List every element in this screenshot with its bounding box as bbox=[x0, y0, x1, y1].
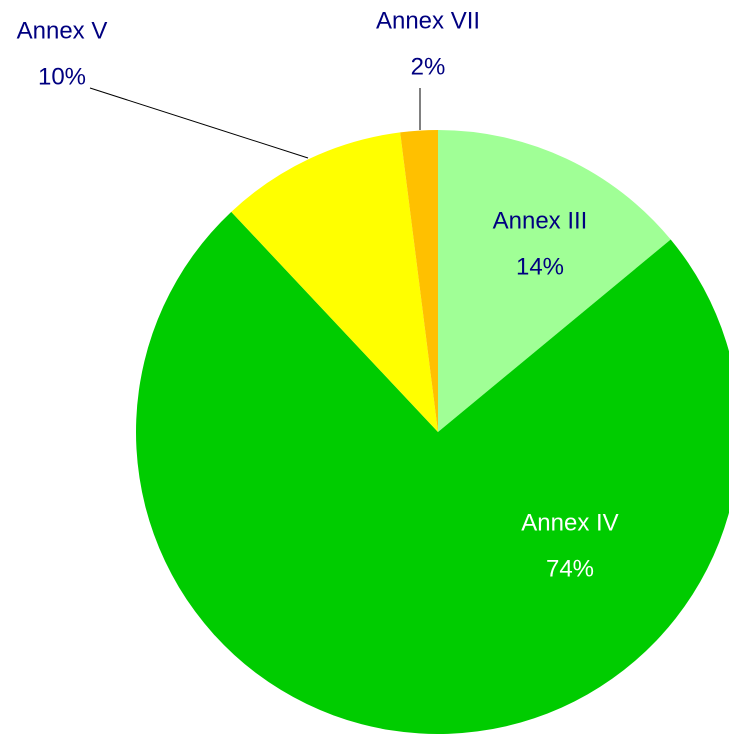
pie-slice bbox=[438, 130, 671, 432]
slice-value-label: 74% bbox=[546, 555, 594, 582]
slice-label: Annex VII bbox=[376, 7, 480, 34]
pie-slice bbox=[136, 211, 729, 734]
slice-value-label: 10% bbox=[38, 63, 86, 90]
slice-label: Annex V bbox=[17, 17, 108, 44]
leader-line bbox=[89, 87, 309, 159]
slice-value-label: 2% bbox=[411, 53, 446, 80]
slice-value-label: 14% bbox=[516, 253, 564, 280]
pie-slice bbox=[231, 132, 438, 433]
slice-label: Annex IV bbox=[521, 509, 618, 536]
pie-slice bbox=[400, 130, 438, 432]
slice-label: Annex III bbox=[493, 207, 588, 234]
